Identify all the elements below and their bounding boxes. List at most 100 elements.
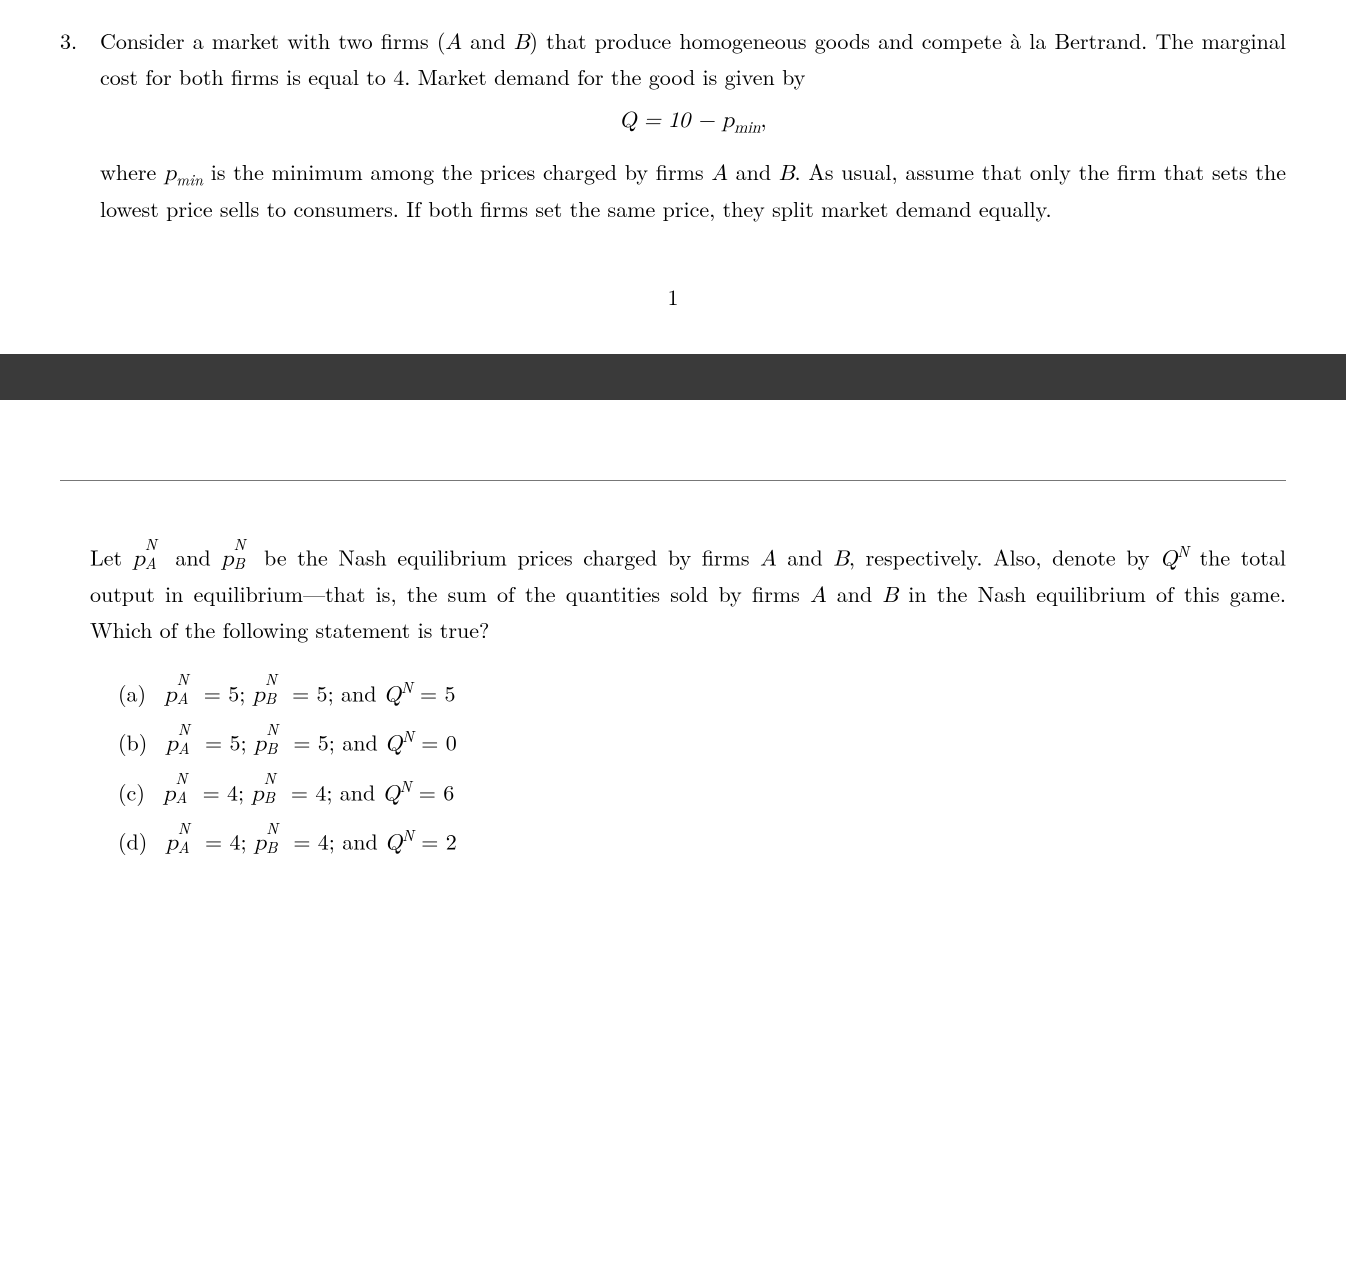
and: and	[340, 776, 383, 807]
pA-scripts: NA	[177, 679, 197, 701]
val: 5	[230, 727, 241, 758]
val: 4	[315, 776, 326, 807]
problem-body: Consider a market with two firms (A and …	[100, 24, 1286, 232]
val: 5	[228, 677, 239, 708]
text: and	[462, 25, 514, 56]
eq: =	[413, 677, 445, 708]
eq: =	[411, 776, 443, 807]
problem-number: 3.	[60, 24, 88, 232]
Q-symbol: Q	[1160, 549, 1177, 571]
p-symbol: p	[252, 783, 264, 805]
val: 5	[317, 677, 328, 708]
page-upper: 3. Consider a market with two firms (A a…	[0, 0, 1346, 354]
Q-symbol: Q	[385, 734, 402, 756]
problem-para-2: where pmin is the minimum among the pric…	[100, 155, 1286, 226]
val: 2	[446, 825, 457, 856]
pB-scripts: NB	[234, 544, 254, 566]
semi: ;	[238, 776, 251, 807]
pB-scripts: NB	[265, 679, 285, 701]
text: and	[728, 156, 779, 187]
eq: =	[414, 825, 446, 856]
pB-scripts: NB	[266, 827, 286, 849]
val: 0	[446, 727, 457, 758]
option-b: (b) pNA = 5; pNB = 5; and QN = 0	[118, 724, 1286, 761]
Q-sup: N	[402, 823, 414, 846]
text: Consider a market with two firms (	[100, 25, 445, 56]
eq: =	[286, 727, 318, 758]
text: and	[827, 578, 883, 609]
pB-scripts: NB	[264, 778, 284, 800]
Q-sup: N	[402, 724, 414, 747]
pmin-sub: min	[176, 168, 203, 191]
semi: ;	[241, 727, 254, 758]
option-label: (c)	[118, 776, 145, 807]
pA-scripts: NA	[175, 778, 195, 800]
eq: =	[284, 776, 316, 807]
semi: ;	[329, 825, 342, 856]
pA-scripts: NA	[178, 729, 198, 751]
page-break-bar	[0, 354, 1346, 400]
text: , respectively. Also, denote by	[849, 542, 1160, 573]
firm-b: B	[514, 32, 530, 54]
demand-equation: Q = 10 − pmin,	[100, 104, 1286, 141]
eq: =	[198, 727, 230, 758]
val: 4	[230, 825, 241, 856]
eq-comma: ,	[761, 110, 767, 132]
problem-para-1: Consider a market with two firms (A and …	[100, 24, 1286, 94]
p-symbol: p	[164, 684, 176, 706]
options-list: (a) pNA = 5; pNB = 5; and QN = 5 (b) pNA…	[90, 675, 1286, 861]
semi: ;	[239, 677, 252, 708]
problem-block: 3. Consider a market with two firms (A a…	[60, 24, 1286, 232]
semi: ;	[328, 677, 341, 708]
eq: =	[198, 825, 230, 856]
semi: ;	[326, 776, 339, 807]
pmin-p: p	[164, 163, 176, 185]
and: and	[342, 727, 385, 758]
text: Let	[90, 542, 133, 573]
option-label: (d)	[118, 825, 147, 856]
p-symbol: p	[254, 734, 266, 756]
firm-a: A	[760, 549, 777, 571]
p-symbol: p	[166, 734, 178, 756]
firm-a: A	[445, 32, 462, 54]
Q-sup: N	[400, 774, 412, 797]
option-label: (a)	[118, 677, 146, 708]
firm-b: B	[883, 585, 899, 607]
Q-symbol: Q	[385, 832, 402, 854]
text: and	[165, 542, 222, 573]
option-label: (b)	[118, 727, 147, 758]
Q-sup: N	[1177, 539, 1189, 562]
pB-symbol: p	[221, 549, 233, 571]
Q-symbol: Q	[383, 783, 400, 805]
page-number: 1	[60, 280, 1286, 314]
eq: =	[286, 825, 318, 856]
eq-sub: min	[734, 121, 760, 137]
p-symbol: p	[166, 832, 178, 854]
p-symbol: p	[253, 684, 265, 706]
text: is the minimum among the prices charged …	[203, 156, 711, 187]
firm-b: B	[833, 549, 849, 571]
text: and	[777, 542, 834, 573]
eq: =	[196, 677, 228, 708]
firm-a: A	[711, 163, 728, 185]
Q-symbol: Q	[384, 684, 401, 706]
page-lower: Let pNA and pNB be the Nash equilibrium …	[0, 481, 1346, 912]
p-symbol: p	[254, 832, 266, 854]
semi: ;	[241, 825, 254, 856]
firm-b: B	[779, 163, 795, 185]
option-d: (d) pNA = 4; pNB = 4; and QN = 2	[118, 823, 1286, 860]
pB-scripts: NB	[266, 729, 286, 751]
eq: =	[414, 727, 446, 758]
p-symbol: p	[163, 783, 175, 805]
page-gap	[0, 400, 1346, 480]
and: and	[342, 825, 385, 856]
val: 5	[444, 677, 455, 708]
eq: =	[285, 677, 317, 708]
question-intro: Let pNA and pNB be the Nash equilibrium …	[90, 539, 1286, 647]
eq-body: Q = 10 − p	[619, 110, 734, 132]
val: 5	[318, 727, 329, 758]
pA-scripts: NA	[178, 827, 198, 849]
and: and	[341, 677, 384, 708]
option-a: (a) pNA = 5; pNB = 5; and QN = 5	[118, 675, 1286, 712]
text: be the Nash equilibrium prices charged b…	[253, 542, 760, 573]
